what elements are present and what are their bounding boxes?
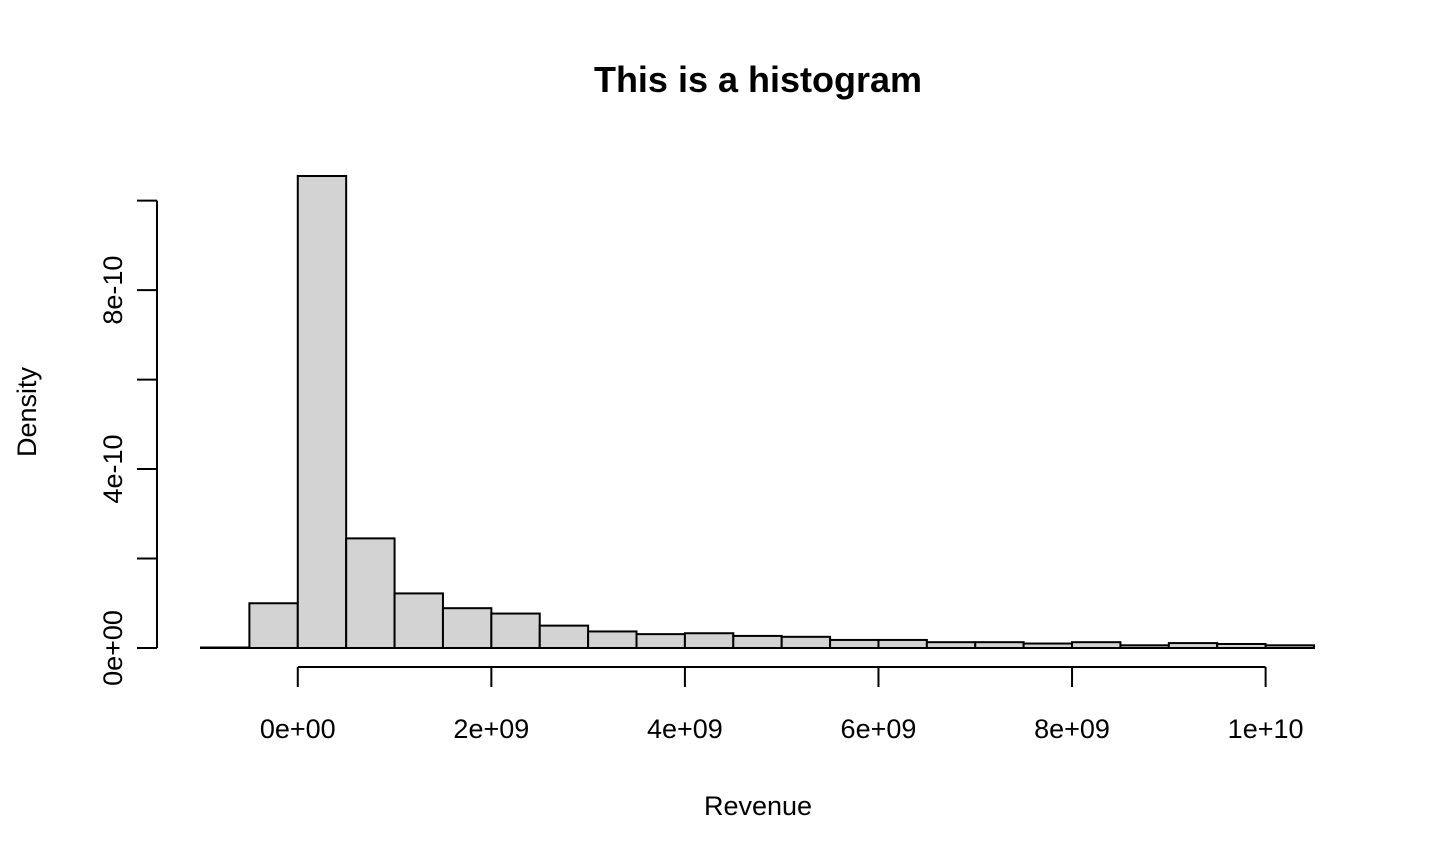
histogram-bar-8 <box>587 630 638 650</box>
histogram-bar-15 <box>925 641 977 650</box>
histogram-bar-7 <box>538 624 590 649</box>
histogram-bar-2 <box>296 175 348 649</box>
histogram-bars <box>200 175 1315 650</box>
histogram-bar-21 <box>1216 642 1267 649</box>
y-axis: 0e+00 4e-10 8e-10 <box>98 199 158 686</box>
histogram-bar-12 <box>780 635 832 650</box>
histogram-bar-0 <box>200 646 251 649</box>
histogram-bar-14 <box>877 638 928 649</box>
x-tick-label-4: 8e+09 <box>1034 714 1110 744</box>
histogram-bar-13 <box>829 638 880 649</box>
histogram-bar-1 <box>248 602 299 650</box>
histogram-bar-10 <box>683 632 735 650</box>
y-tick-label-0: 0e+00 <box>98 610 128 686</box>
histogram-bar-4 <box>393 592 444 650</box>
x-tick-label-5: 1e+10 <box>1228 714 1304 744</box>
chart-title: This is a histogram <box>594 59 922 100</box>
histogram-bar-3 <box>345 537 396 649</box>
x-tick-label-1: 2e+09 <box>453 714 529 744</box>
histogram-bar-6 <box>490 612 541 650</box>
histogram-bar-19 <box>1119 644 1170 649</box>
y-tick-label-2: 4e-10 <box>98 435 128 504</box>
histogram-bar-16 <box>974 641 1025 650</box>
histogram-bar-9 <box>635 633 686 649</box>
histogram-bar-17 <box>1022 642 1074 649</box>
x-axis-label: Revenue <box>704 791 812 821</box>
histogram-bar-22 <box>1264 644 1315 649</box>
y-tick-label-4: 8e-10 <box>98 256 128 325</box>
x-tick-label-0: 0e+00 <box>260 714 336 744</box>
y-axis-label: Density <box>12 366 42 457</box>
x-tick-label-3: 6e+09 <box>841 714 917 744</box>
histogram-bar-18 <box>1071 641 1122 650</box>
x-tick-label-2: 4e+09 <box>647 714 723 744</box>
histogram-bar-20 <box>1167 642 1219 650</box>
x-axis: 0e+00 2e+09 4e+09 6e+09 8e+09 1e+10 <box>260 666 1304 744</box>
histogram-bar-11 <box>732 634 783 649</box>
histogram-bar-5 <box>441 607 493 650</box>
